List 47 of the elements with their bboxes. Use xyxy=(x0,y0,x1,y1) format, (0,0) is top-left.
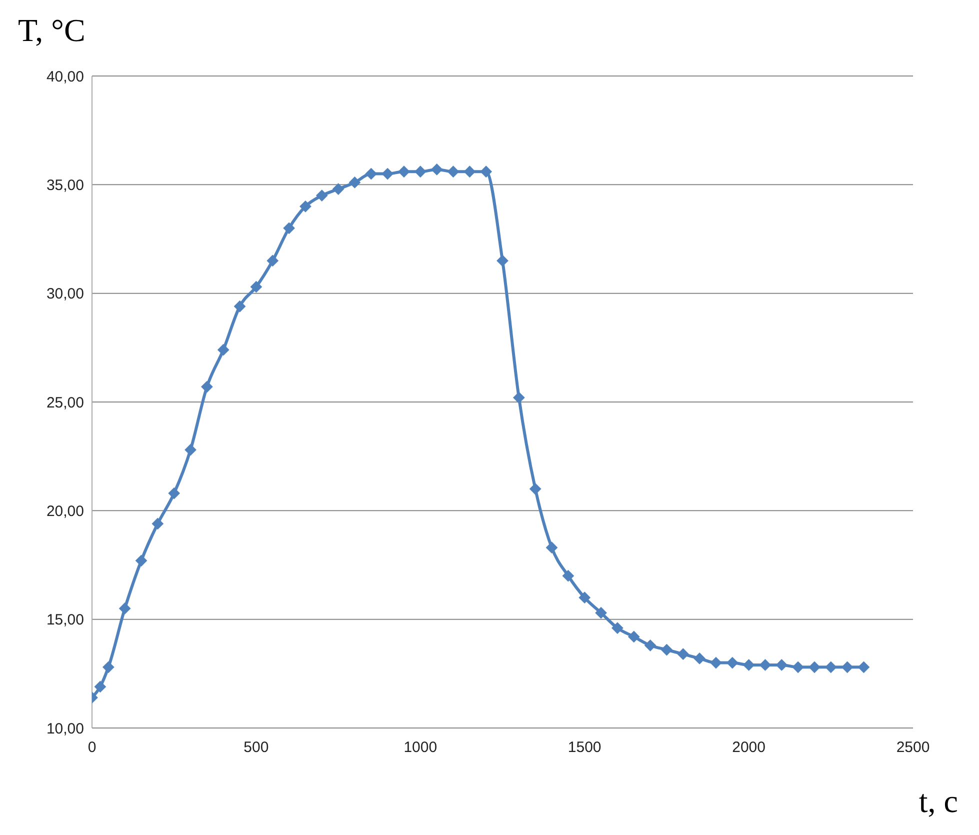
x-tick-label: 2000 xyxy=(732,739,766,756)
point xyxy=(710,656,722,669)
point xyxy=(283,222,295,234)
point xyxy=(694,652,706,664)
x-tick-label: 0 xyxy=(88,739,96,756)
y-tick-label: 20,00 xyxy=(46,502,84,520)
x-tick-label: 500 xyxy=(244,739,269,756)
point xyxy=(250,280,262,293)
point xyxy=(300,200,312,212)
point xyxy=(332,183,344,195)
y-tick-label: 40,00 xyxy=(46,68,84,86)
point xyxy=(217,344,230,356)
point xyxy=(168,487,180,500)
y-tick-label: 25,00 xyxy=(46,394,84,412)
point xyxy=(365,168,378,180)
y-tick-label: 35,00 xyxy=(46,176,84,194)
point xyxy=(118,602,131,614)
point xyxy=(184,444,196,456)
x-tick-label: 2500 xyxy=(896,739,930,756)
point xyxy=(512,392,525,404)
x-axis-title: t, c xyxy=(918,783,958,820)
point xyxy=(858,661,870,674)
point xyxy=(546,542,558,554)
point xyxy=(628,630,640,643)
point xyxy=(562,570,574,582)
point xyxy=(266,254,279,267)
x-tick-label: 1500 xyxy=(568,739,602,756)
point xyxy=(348,176,361,188)
point xyxy=(660,644,673,656)
point xyxy=(234,300,246,312)
point xyxy=(135,554,148,567)
y-axis-title: T, °C xyxy=(18,12,86,49)
point xyxy=(316,190,328,202)
point xyxy=(102,661,114,674)
point xyxy=(94,680,106,693)
point xyxy=(612,622,624,634)
point xyxy=(578,592,591,604)
point xyxy=(480,166,492,178)
y-tick-label: 30,00 xyxy=(46,286,84,303)
y-tick-label: 10,00 xyxy=(46,720,84,738)
x-tick-label: 1000 xyxy=(404,739,438,756)
point xyxy=(677,648,690,660)
point xyxy=(152,518,164,530)
point xyxy=(644,639,656,652)
point xyxy=(595,606,607,619)
point xyxy=(201,380,213,393)
y-tick-label: 15,00 xyxy=(46,612,84,629)
